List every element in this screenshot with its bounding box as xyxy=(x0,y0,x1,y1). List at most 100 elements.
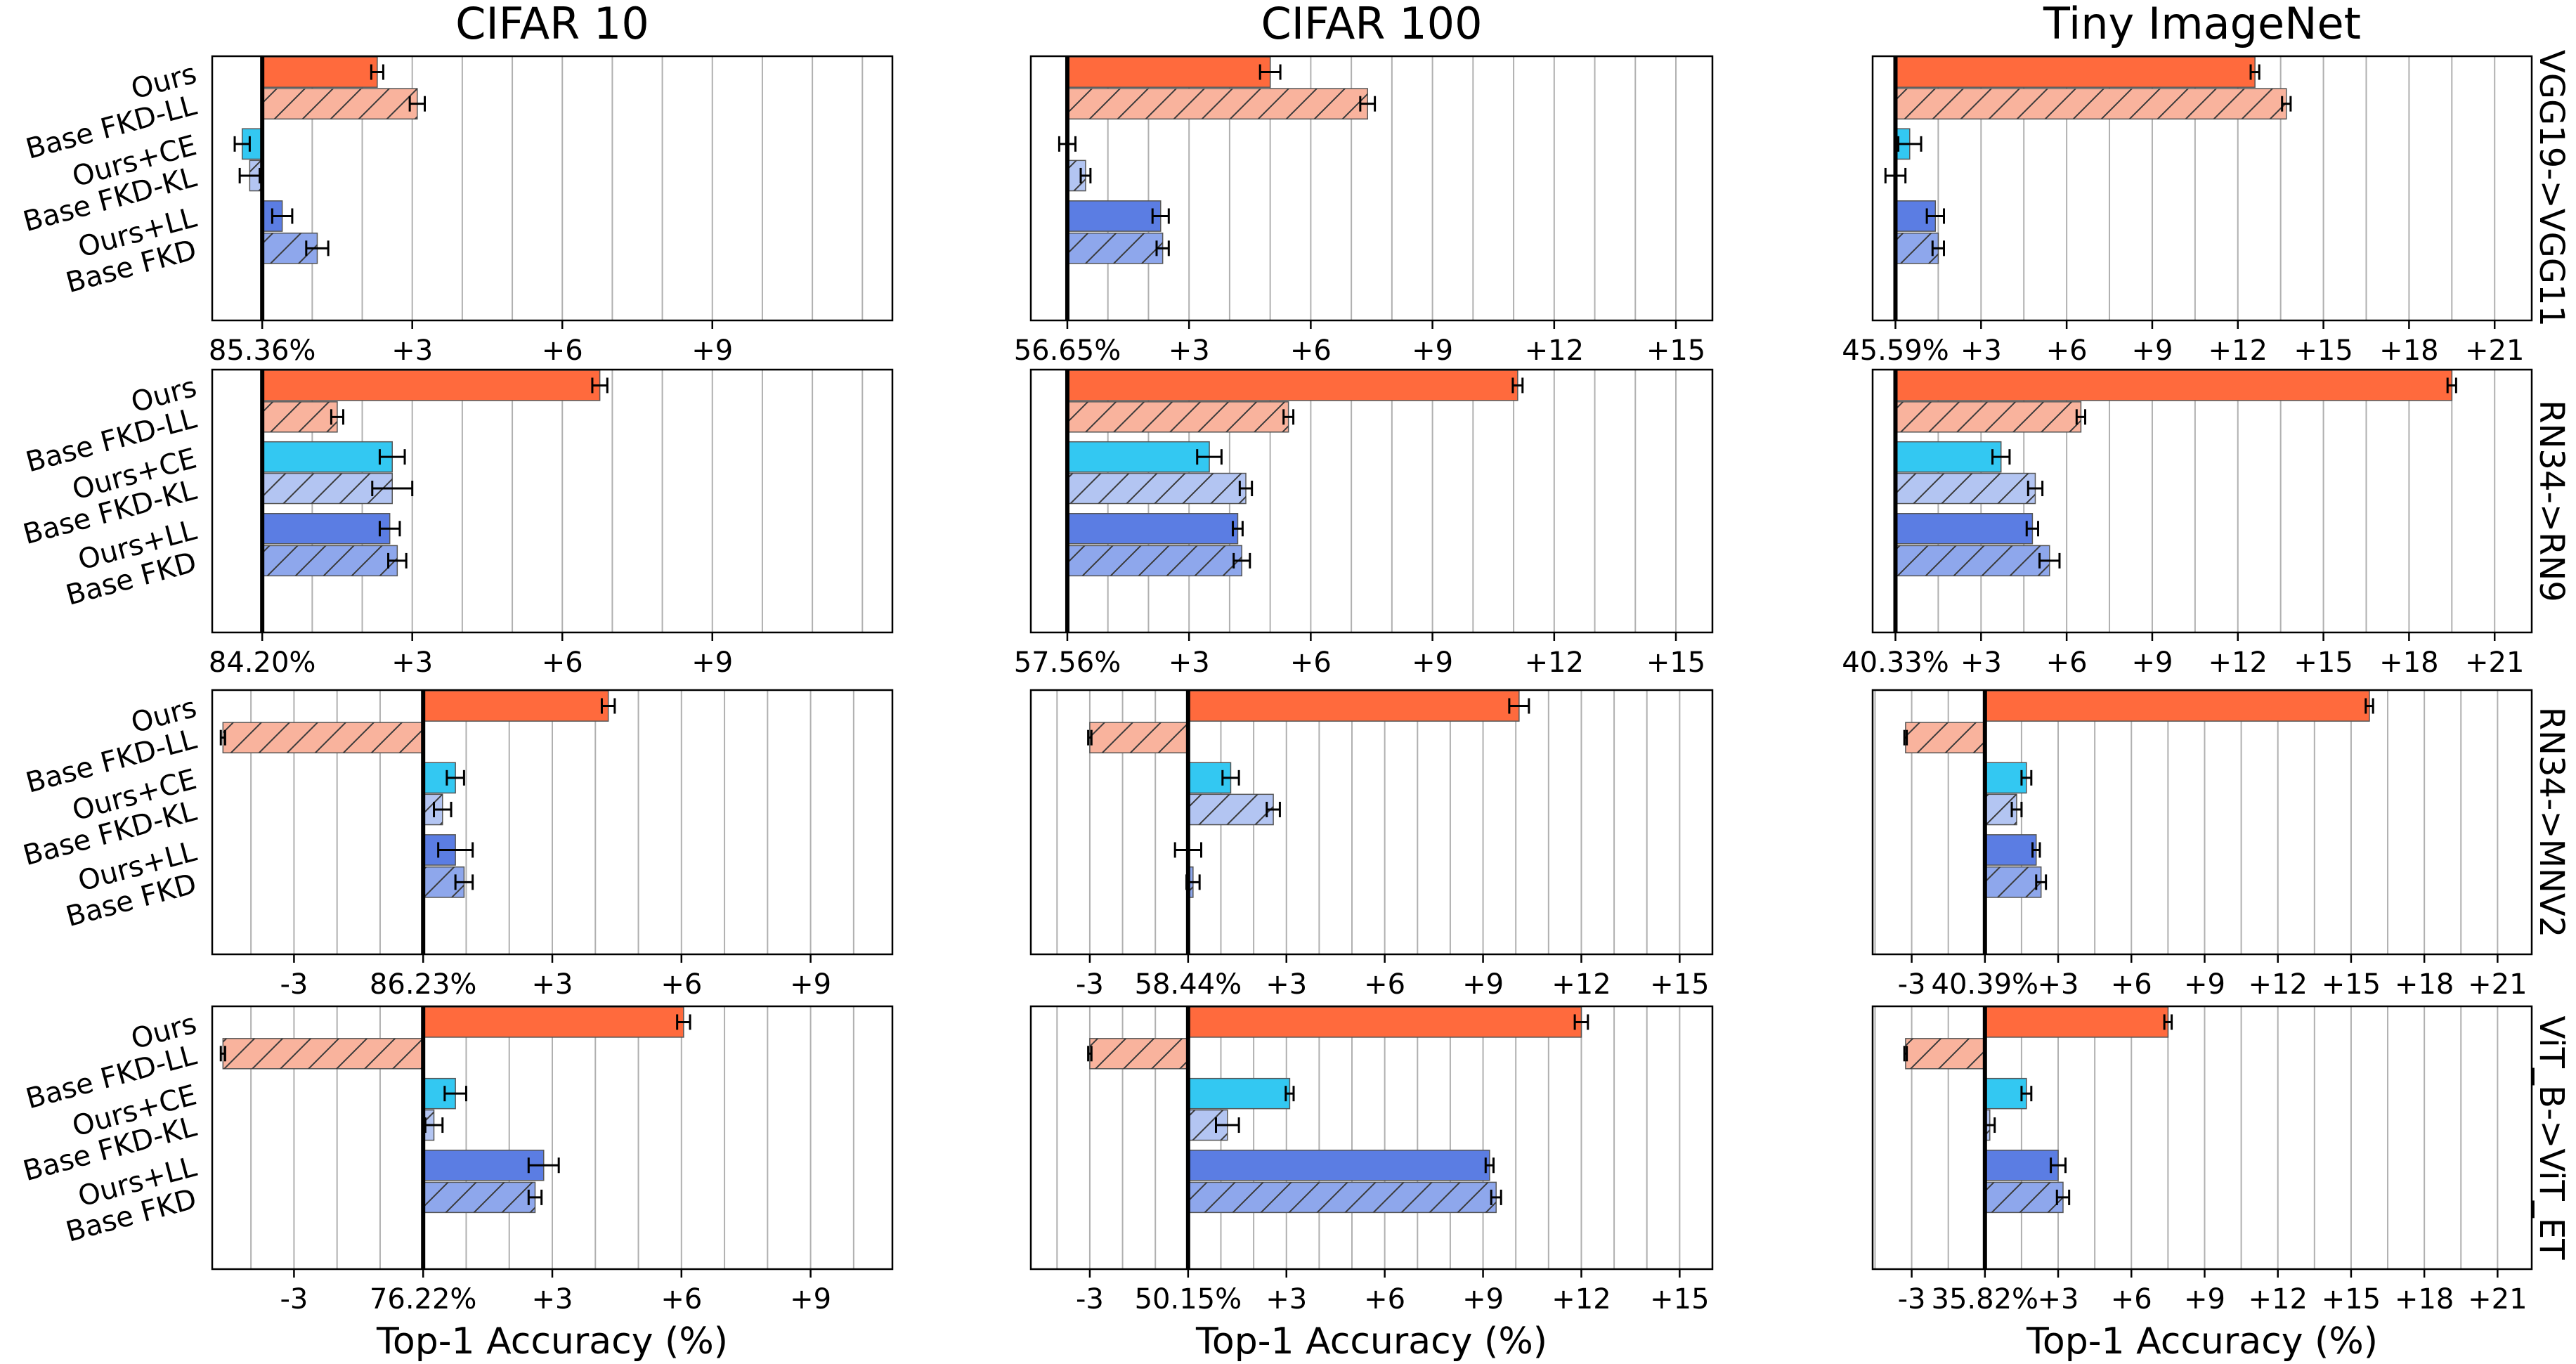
panel-frame xyxy=(1871,368,2533,634)
bar-ours xyxy=(1188,690,1520,722)
x-tick-label: +12 xyxy=(1525,647,1584,679)
panel-vit-b-vit-et-tiny-imagenet: -3 35.82%+3 +6 +9 +12 +15 +18 +21 xyxy=(1871,1005,2533,1316)
x-tick-label: +9 xyxy=(2184,1283,2225,1316)
bar-ours-ll xyxy=(1984,1150,2059,1181)
x-tick-label: +21 xyxy=(2465,334,2524,367)
panel-frame xyxy=(1029,368,1714,634)
x-tick-label: +15 xyxy=(1650,1283,1709,1316)
x-tick-label: +21 xyxy=(2465,647,2524,679)
bar-hatch-base-fkd xyxy=(1895,233,1939,264)
panel-frame xyxy=(211,368,894,634)
bar-hatch-base-fkd-ll xyxy=(223,1038,424,1069)
x-tick-label: 50.15% xyxy=(1135,1283,1242,1316)
bar-hatch-base-fkd-ll xyxy=(1089,722,1188,753)
panel-frame xyxy=(1871,1005,2533,1271)
bar-ours-ce xyxy=(1984,1077,2027,1110)
bar-ours-ll xyxy=(261,513,391,545)
x-tick-label: +3 xyxy=(391,334,433,367)
bar-hatch-base-fkd-ll xyxy=(1067,401,1289,432)
bar-hatch-base-fkd xyxy=(1188,1182,1497,1213)
x-tick-label: 58.44% xyxy=(1135,968,1242,1001)
bar-hatch-base-fkd-ll xyxy=(262,89,417,119)
x-tick-label: 40.33% xyxy=(1842,647,1949,679)
x-tick-label: -3 xyxy=(280,1283,308,1316)
x-tick-label: +6 xyxy=(661,1283,702,1316)
x-tick-label: +6 xyxy=(2046,647,2088,679)
row-title-vgg19-vgg11: VGG19->VGG11 xyxy=(2532,50,2571,327)
x-tick-label: +3 xyxy=(1266,968,1307,1001)
panel-rn34-mnv2-cifar-100: -3 58.44% +3 +6 +9 +12 +15 xyxy=(1029,689,1714,1001)
panel-rn34-rn9-tiny-imagenet: 40.33% +3 +6 +9 +12 +15 +18 +21 xyxy=(1842,368,2533,679)
bar-hatch-base-fkd-ll xyxy=(1067,89,1368,119)
x-tick-label: +15 xyxy=(2322,1283,2381,1316)
x-axis-label: Top-1 Accuracy (%) xyxy=(376,1320,728,1363)
x-tick-label: 56.65% xyxy=(1014,334,1121,367)
panel-vgg19-vgg11-cifar-100: 56.65% +3 +6 +9 +12 +15 xyxy=(1014,55,1714,367)
x-tick-label: 85.36% xyxy=(209,334,316,367)
x-tick-label: +9 xyxy=(1412,647,1453,679)
x-tick-label: +9 xyxy=(2131,334,2173,367)
column-title-cifar-10: CIFAR 10 xyxy=(455,0,649,49)
bar-ours-ce xyxy=(1894,441,2002,473)
bar-ours-ce xyxy=(1188,1077,1291,1110)
x-tick-label: +18 xyxy=(2379,647,2438,679)
x-tick-label: -3 xyxy=(280,968,308,1001)
bar-hatch-base-fkd-ll xyxy=(1895,401,2081,432)
x-tick-label: -3 xyxy=(1076,968,1104,1001)
row-title-rn34-rn9: RN34->RN9 xyxy=(2532,400,2571,602)
bar-ours xyxy=(261,370,601,401)
bar-hatch-base-fkd-ll xyxy=(1905,1038,1985,1069)
bar-ours-ll xyxy=(1984,834,2037,866)
bar-ours xyxy=(1894,370,2453,401)
x-tick-label: 40.39% xyxy=(1932,968,2039,1001)
x-tick-label: +3 xyxy=(2038,968,2079,1001)
bar-ours-ce xyxy=(1067,441,1210,473)
bar-ours xyxy=(1188,1006,1582,1038)
bar-ours xyxy=(1894,56,2256,88)
x-tick-label: +3 xyxy=(1960,334,2002,367)
x-tick-label: +15 xyxy=(2322,968,2381,1001)
x-tick-label: +6 xyxy=(1290,647,1332,679)
x-tick-label: 57.56% xyxy=(1014,647,1121,679)
x-tick-label: +6 xyxy=(661,968,702,1001)
bar-ours-ll xyxy=(1067,200,1162,232)
x-tick-label: 76.22% xyxy=(370,1283,477,1316)
x-tick-label: +3 xyxy=(1169,647,1210,679)
bar-hatch-base-fkd-kl xyxy=(1188,794,1274,825)
x-tick-label: +3 xyxy=(2038,1283,2079,1316)
bar-ours-ll xyxy=(1188,1150,1490,1181)
column-title-tiny-imagenet: Tiny ImageNet xyxy=(2043,0,2361,49)
x-tick-label: +15 xyxy=(1646,647,1705,679)
bar-hatch-base-fkd xyxy=(1895,545,2050,576)
x-tick-label: +15 xyxy=(2294,647,2353,679)
x-tick-label: -3 xyxy=(1898,1283,1926,1316)
bar-ours xyxy=(1984,690,2370,722)
bar-ours-ce xyxy=(1984,762,2027,794)
x-tick-label: +12 xyxy=(2248,968,2307,1001)
x-tick-label: +6 xyxy=(542,334,583,367)
panel-rn34-mnv2-tiny-imagenet: -3 40.39%+3 +6 +9 +12 +15 +18 +21 xyxy=(1871,689,2533,1001)
bar-ours xyxy=(261,56,378,88)
column-title-cifar-100: CIFAR 100 xyxy=(1261,0,1482,49)
x-tick-label: +9 xyxy=(2131,647,2173,679)
x-tick-label: +21 xyxy=(2468,1283,2527,1316)
x-tick-label: +12 xyxy=(2209,647,2268,679)
x-tick-label: +9 xyxy=(2184,968,2225,1001)
bar-ours xyxy=(1067,370,1518,401)
bar-hatch-base-fkd-ll xyxy=(262,401,337,432)
panel-frame xyxy=(1029,1005,1714,1271)
x-tick-label: +3 xyxy=(1169,334,1210,367)
x-tick-label: +3 xyxy=(532,1283,573,1316)
x-tick-label: 35.82% xyxy=(1932,1283,2039,1316)
x-tick-label: 84.20% xyxy=(209,647,316,679)
bar-hatch-base-fkd-ll xyxy=(1905,722,1985,753)
x-tick-label: +12 xyxy=(1525,334,1584,367)
bar-ours xyxy=(1067,56,1271,88)
x-tick-label: +9 xyxy=(691,647,733,679)
x-tick-label: 45.59% xyxy=(1842,334,1949,367)
panel-frame xyxy=(211,55,894,322)
panel-frame xyxy=(1871,55,2533,322)
